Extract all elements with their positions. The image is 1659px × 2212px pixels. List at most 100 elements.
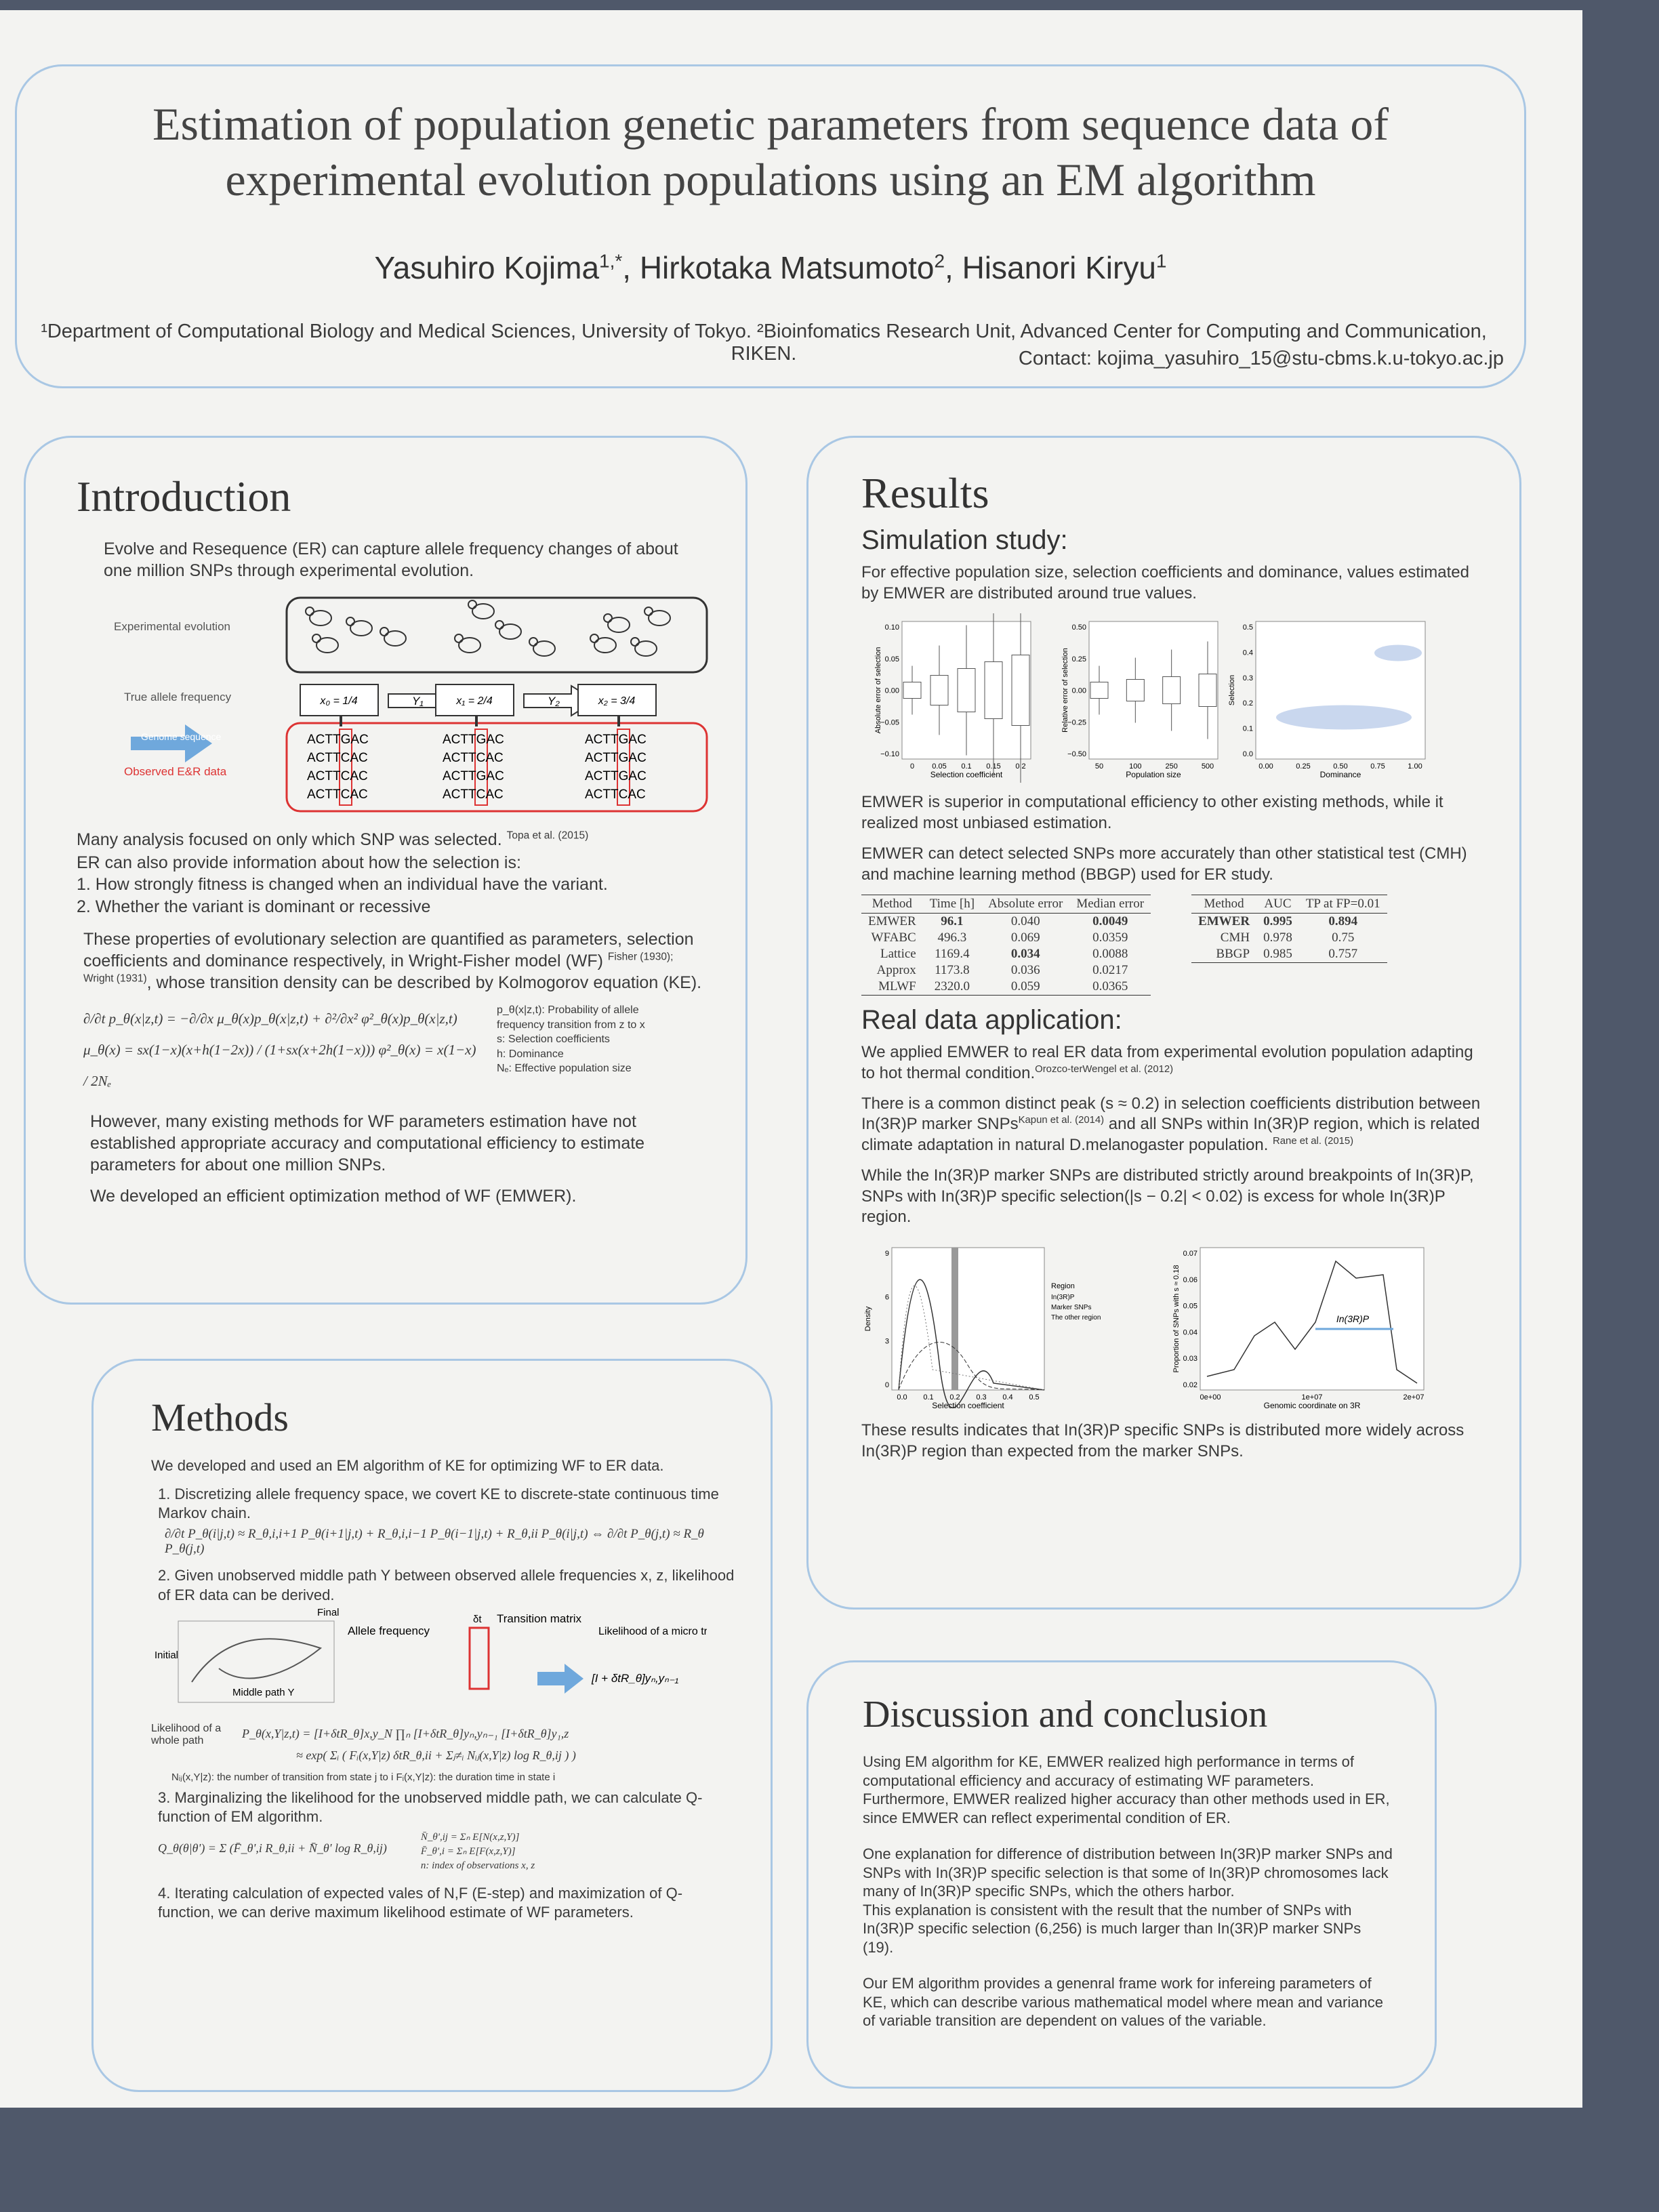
read-part: ACTT [443, 787, 476, 802]
x-tick-label: 50 [1095, 762, 1103, 771]
cell: 0.059 [981, 979, 1070, 996]
x-axis-label: Genomic coordinate on 3R [1264, 1401, 1361, 1410]
y-tick-label: 0 [885, 1381, 889, 1389]
cell: 0.985 [1256, 946, 1299, 964]
equation: Q_θ(θ|θ') = Σ (F̄_θ',i R_θ,ii + N̄_θ' lo… [158, 1841, 387, 1855]
read-part: G [476, 733, 487, 747]
density-plot: 9 6 3 0 0.0 0.1 0.2 0.3 0.4 0.5 Selection coeffici… [864, 1247, 1101, 1410]
cell: Approx [876, 963, 916, 978]
y-tick-label: 0.25 [1072, 655, 1086, 663]
read-part: AC [485, 751, 503, 765]
cell: MLWF [861, 979, 923, 996]
density [1276, 705, 1412, 730]
cell: 496.3 [937, 930, 967, 945]
read-part: G [619, 751, 629, 765]
box [930, 675, 949, 706]
x-tick-label: 250 [1165, 762, 1177, 771]
y-tick-label: 0.05 [885, 655, 899, 663]
read-part: ACTT [585, 769, 619, 783]
row: BBGP 0.985 0.757 [1191, 946, 1387, 964]
simulation-plots: 0.10 0.05 0.00 −0.05 −0.10 0 0.05 0.1 0.15 0.2 Sel… [861, 613, 1482, 783]
cell: 1169.4 [935, 947, 970, 962]
paragraph-group: Using EM algorithm for KE, EMWER realize… [863, 1753, 1394, 1827]
label: δt [473, 1614, 482, 1625]
read-part: AC [350, 787, 367, 802]
read-part: ACTT [443, 769, 476, 783]
fly-head [590, 634, 599, 643]
label: Experimental evolution [114, 620, 230, 633]
x-tick-label: 0.00 [1258, 762, 1273, 771]
contact: Contact: kojima_yasuhiro_15@stu-cbms.k.u… [1018, 348, 1504, 369]
legend-entry: The other region [1051, 1314, 1101, 1322]
cell: EMWER [1198, 914, 1250, 929]
section-heading: Discussion and conclusion [863, 1694, 1268, 1736]
cell: 0.978 [1263, 930, 1292, 945]
read-part: ACTT [443, 751, 476, 765]
equation-definition-list: N̄_θ',ij = Σₙ E[N(x,z,Y)] F̄_θ',i = Σₙ E[… [421, 1830, 535, 1873]
text: , whose transition density can be descri… [146, 973, 702, 992]
label: Middle path Y [232, 1687, 294, 1698]
discussion: Discussion and conclusion Using EM algor… [806, 1660, 1437, 2089]
row: MLWF 2320.0 0.059 0.0365 [861, 979, 1151, 996]
poster: Estimation of population genetic paramet… [0, 10, 1582, 2108]
fly-head [529, 637, 538, 647]
list-item: 1. How strongly fitness is changed when … [77, 875, 608, 894]
fly [316, 637, 339, 653]
er-figure: Experimental evolution True allele frequ… [114, 596, 708, 813]
state-box [435, 684, 514, 716]
cell: 1173.8 [935, 963, 970, 978]
x-tick-label: 2e+07 [1404, 1393, 1425, 1401]
label: True allele frequency [124, 691, 232, 703]
paragraph: Evolve and Resequence (ER) can capture a… [104, 539, 678, 580]
y-axis-label: Proportion of SNPs with s ≈ 0.18 [1172, 1265, 1181, 1373]
discussion-body: Using EM algorithm for KE, EMWER realize… [863, 1753, 1394, 2030]
cell: 0.757 [1298, 946, 1387, 964]
annotation: In(3R)P [1336, 1313, 1370, 1324]
fly-head [312, 634, 321, 643]
read-part: AC [628, 733, 646, 747]
list-item-list: 1. How strongly fitness is changed when … [77, 874, 705, 918]
author: Yasuhiro Kojima [374, 250, 600, 285]
y-tick-label: 0.05 [1183, 1303, 1197, 1311]
author: , Hisanori Kiryu [945, 250, 1156, 285]
path-label: Y₂ [548, 695, 560, 708]
fly-head [305, 607, 314, 616]
read-part: ACTT [307, 733, 341, 747]
read-part: ACTT [307, 787, 341, 802]
fly-head [630, 637, 640, 647]
author: , Hirkotaka Matsumoto [622, 250, 935, 285]
x-tick-label: 1.00 [1408, 762, 1422, 771]
subheading: Real data application: [861, 1005, 1122, 1036]
fly [634, 640, 657, 657]
equation: μ_θ(x) = sx(1−x)(x+h(1−2x)) / (1+sx(x+2h… [83, 1042, 476, 1090]
state-box [577, 684, 657, 716]
x-axis-label: Selection coefficient [930, 770, 1003, 779]
y-tick-label: 0.0 [1243, 750, 1253, 758]
label: Transition matrix [497, 1612, 582, 1625]
equation-definition: N̄_θ',ij = Σₙ E[N(x,z,Y)] [420, 1831, 520, 1843]
methods: Methods We developed and used an EM algo… [91, 1359, 773, 2092]
equation: ≈ exp( Σᵢ ( Fᵢ(x,Y|z) δtR_θ,ii + Σⱼ≠ᵢ Nᵢ… [296, 1748, 576, 1763]
plot-area [1200, 1247, 1425, 1391]
curve [898, 1279, 1045, 1408]
read: ACTTGAC [443, 733, 504, 747]
y-tick-label: 0.5 [1243, 623, 1253, 632]
cell: 0.0049 [1092, 914, 1128, 929]
plot-area [1255, 621, 1426, 760]
equation-row: Likelihood of a whole path P_θ(x,Y|z,t) … [151, 1723, 737, 1767]
y-tick-label: −0.10 [880, 750, 899, 758]
read-part: G [619, 733, 629, 747]
row: WFABC 496.3 0.069 0.0359 [861, 930, 1151, 946]
subheading: Simulation study: [861, 525, 1068, 555]
paragraph: These results indicates that In(3R)P spe… [861, 1421, 1465, 1460]
read: ACTTCAC [307, 751, 368, 765]
state-box [300, 684, 379, 716]
x-axis-label: Selection coefficient [932, 1401, 1004, 1410]
label: Likelihood of a micro transition [598, 1626, 707, 1637]
cell: 0.034 [1010, 947, 1040, 962]
section-heading: Introduction [77, 472, 291, 520]
author-sup: 1 [1155, 250, 1167, 272]
cell: CMH [1220, 930, 1250, 945]
text: These properties of evolutionary selecti… [83, 930, 694, 970]
